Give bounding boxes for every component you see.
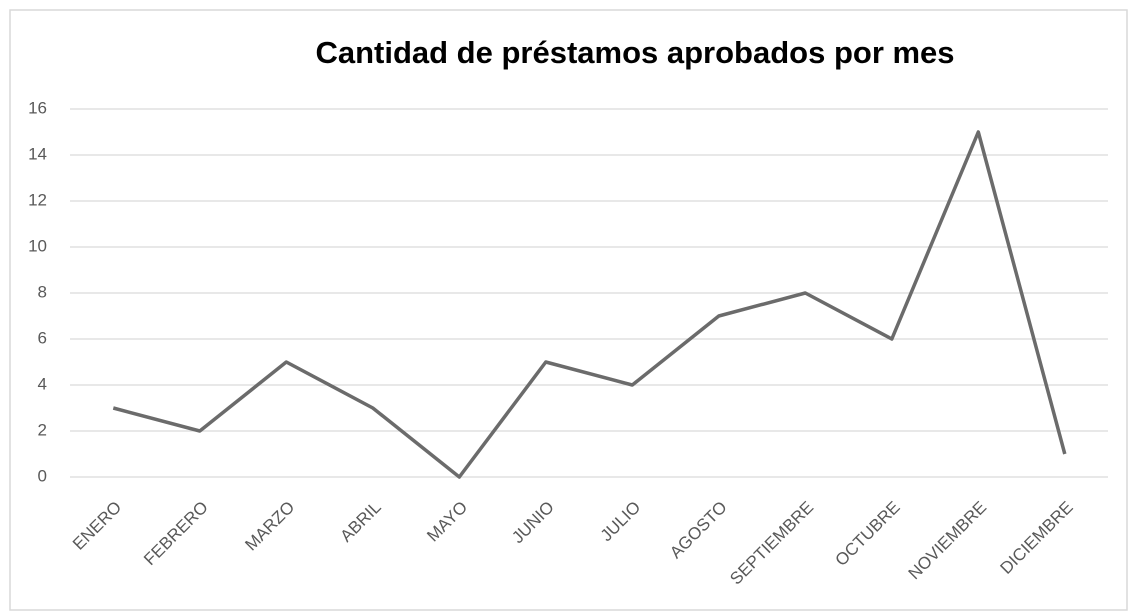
y-tick-label: 14	[28, 144, 47, 163]
data-line	[112, 130, 1067, 479]
chart-border	[9, 9, 1128, 611]
y-tick-label: 2	[38, 420, 47, 439]
y-tick-label: 12	[28, 190, 47, 209]
chart-title: Cantidad de préstamos aprobados por mes	[315, 35, 954, 70]
y-tick-label: 4	[38, 374, 47, 393]
y-tick-label: 6	[38, 328, 47, 347]
y-tick-label: 8	[38, 282, 47, 301]
y-tick-label: 0	[38, 466, 47, 485]
y-tick-label: 10	[28, 236, 47, 255]
y-tick-label: 16	[28, 98, 47, 117]
